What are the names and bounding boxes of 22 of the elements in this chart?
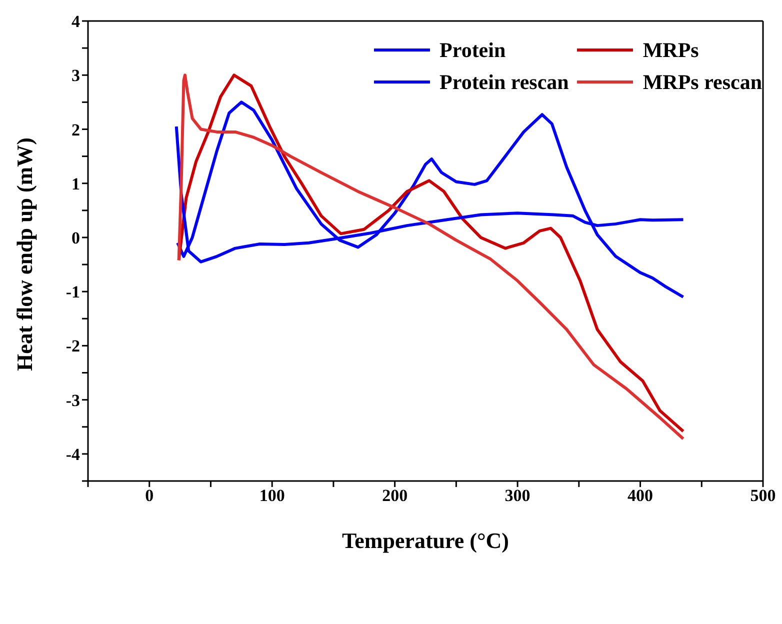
y-tick-label: -2 xyxy=(66,336,80,356)
y-tick-label: 1 xyxy=(72,174,80,194)
y-tick-label: 0 xyxy=(72,228,80,248)
x-tick-label: 0 xyxy=(145,486,154,506)
x-tick-label: 300 xyxy=(504,486,530,506)
y-tick-label: -1 xyxy=(66,282,80,302)
legend-label: MRPs xyxy=(642,38,699,62)
x-tick-label: 400 xyxy=(628,486,654,506)
y-tick-label: -3 xyxy=(66,390,80,410)
x-tick-label: 500 xyxy=(750,486,776,506)
y-axis-title: Heat flow endp up (mW) xyxy=(12,138,37,371)
x-axis-title: Temperature (°C) xyxy=(342,528,510,553)
y-tick-label: 2 xyxy=(72,120,80,140)
x-tick-label: 200 xyxy=(382,486,408,506)
line-series xyxy=(176,100,685,298)
x-tick-label: 100 xyxy=(259,486,285,506)
y-tick-label: 3 xyxy=(72,66,80,86)
y-tick-label: -4 xyxy=(66,444,80,464)
legend-label: MRPs rescan xyxy=(642,70,762,94)
legend-label: Protein rescan xyxy=(440,70,569,94)
y-tick-label: 4 xyxy=(72,12,80,32)
legend-label: Protein xyxy=(440,38,506,62)
